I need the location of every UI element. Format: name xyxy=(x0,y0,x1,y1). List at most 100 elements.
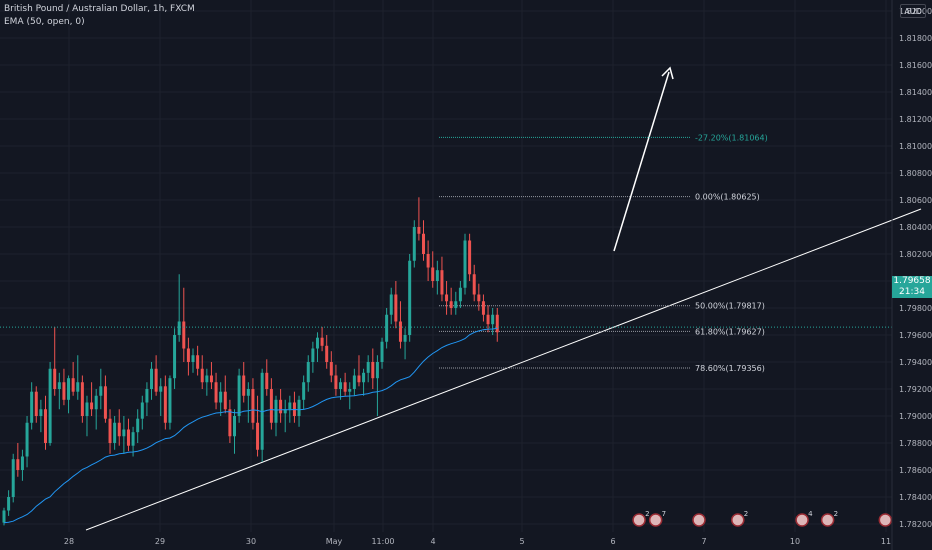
candle-body xyxy=(380,341,384,362)
candle xyxy=(108,409,112,454)
candlestick-series xyxy=(2,197,499,526)
projection-arrow[interactable] xyxy=(613,66,674,252)
candle xyxy=(269,378,273,430)
time-tick-label: 30 xyxy=(246,537,256,546)
candle xyxy=(260,368,264,462)
candle-body xyxy=(260,372,264,450)
candle xyxy=(417,197,421,241)
currency-badge[interactable]: AUD xyxy=(900,4,926,18)
candle-body xyxy=(62,382,66,400)
event-marker: 2 xyxy=(632,510,650,527)
candle-body xyxy=(34,391,38,416)
price-tick-label: 1.79200 xyxy=(899,385,932,394)
symbol-legend[interactable]: British Pound / Australian Dollar, 1h, F… xyxy=(4,4,195,14)
time-tick-label: 28 xyxy=(64,537,74,546)
candle-body xyxy=(108,418,112,443)
candle xyxy=(237,368,241,423)
event-icon xyxy=(648,513,663,527)
candle xyxy=(30,382,34,430)
candle-body xyxy=(352,375,356,389)
candle-body xyxy=(177,321,181,335)
candle-body xyxy=(362,372,366,383)
event-icon xyxy=(795,513,809,527)
candle-body xyxy=(440,270,444,295)
candle-body xyxy=(389,294,393,315)
price-tick-label: 1.79400 xyxy=(899,358,932,367)
event-marker xyxy=(878,513,893,527)
candle-body xyxy=(431,267,435,281)
candle-body xyxy=(468,240,472,275)
candle-body xyxy=(408,260,412,335)
candle-body xyxy=(122,429,126,437)
economic-calendar-events[interactable]: 2 7 2 4 2 xyxy=(632,510,893,527)
candle-body xyxy=(154,368,158,392)
candle-body xyxy=(315,337,319,349)
candle-body xyxy=(449,301,453,308)
candle-body xyxy=(76,382,80,392)
candle-body xyxy=(274,399,278,423)
candle-body xyxy=(85,402,89,416)
candle-body xyxy=(191,355,195,362)
price-axis[interactable]: 1.82000 1.81800 1.81600 1.81400 1.81200 1.810… xyxy=(891,0,932,550)
candle xyxy=(283,399,287,433)
candle xyxy=(34,386,38,423)
candle-body xyxy=(375,362,379,379)
candle-body xyxy=(67,378,71,400)
candle-body xyxy=(223,391,227,410)
candle-body xyxy=(403,335,407,342)
candle-body xyxy=(186,348,190,362)
price-tick-label: 1.80600 xyxy=(899,196,932,205)
price-tick-label: 1.79800 xyxy=(899,304,932,313)
candle xyxy=(435,260,439,295)
candle xyxy=(315,332,319,362)
candle xyxy=(445,281,449,315)
current-price-label: 1.79658 21:34 xyxy=(892,276,932,298)
time-tick-label: 11:00 xyxy=(371,537,394,546)
candle xyxy=(398,301,402,349)
candle xyxy=(279,389,283,423)
candle-body xyxy=(205,375,209,383)
candle-body xyxy=(394,294,398,322)
candle xyxy=(117,409,121,446)
price-tick-label: 1.79600 xyxy=(899,331,932,340)
candle-body xyxy=(163,386,167,423)
candle-body xyxy=(454,301,458,308)
candle xyxy=(256,395,260,457)
ascending-trendline[interactable] xyxy=(85,208,922,531)
candle-body xyxy=(398,321,402,342)
candle xyxy=(357,355,361,387)
candle-body xyxy=(39,409,43,416)
candle xyxy=(154,355,158,396)
candle xyxy=(67,375,71,414)
candle xyxy=(57,372,61,410)
candle-body xyxy=(7,497,11,511)
candle xyxy=(62,368,66,406)
candle xyxy=(20,449,24,481)
indicator-legend[interactable]: EMA (50, open, 0) xyxy=(4,17,85,27)
candle xyxy=(408,254,412,342)
price-tick-label: 1.80400 xyxy=(899,223,932,232)
ema-line xyxy=(3,327,498,524)
candle xyxy=(186,337,190,376)
candle xyxy=(103,375,107,423)
candle xyxy=(251,378,255,430)
candle xyxy=(76,355,80,400)
candle xyxy=(458,281,462,308)
event-count: 4 xyxy=(808,510,813,518)
candle-body xyxy=(302,382,306,400)
candle xyxy=(145,382,149,416)
price-tick-label: 1.82000 xyxy=(899,7,932,16)
candle-body xyxy=(228,409,232,437)
time-axis[interactable]: 28 29 30 May 11:00 4 5 6 7 10 11 xyxy=(64,537,891,546)
candle-body xyxy=(357,375,361,383)
candle xyxy=(122,416,126,454)
candle xyxy=(329,351,333,383)
candle-body xyxy=(136,418,140,433)
candle-body xyxy=(57,382,61,389)
drawings[interactable] xyxy=(85,66,922,531)
candle-body xyxy=(283,409,287,414)
candle xyxy=(136,409,140,443)
fibonacci-retracement[interactable]: -27.20%(1.81064) 0.00%(1.80625) 50.00%(1.7… xyxy=(439,133,768,373)
candle xyxy=(113,416,117,450)
